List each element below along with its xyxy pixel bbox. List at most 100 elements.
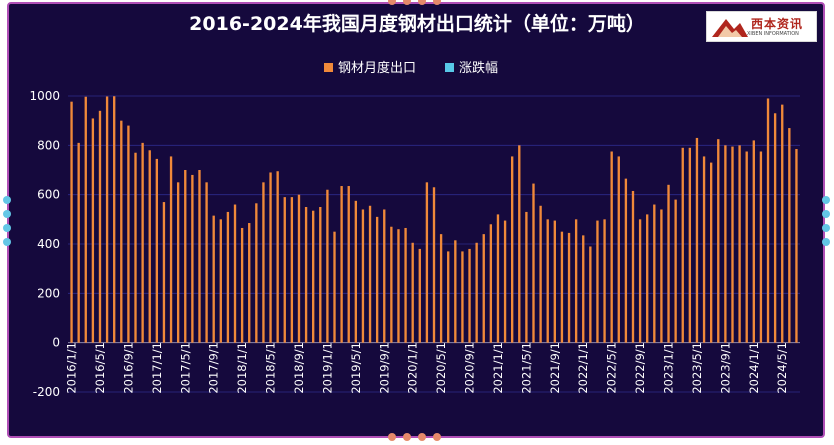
bar-2019-6 (361, 209, 365, 343)
bar-2019-7 (368, 205, 372, 343)
x-tick-label: 2021/1/1 (491, 342, 505, 394)
x-tick-label: 2023/9/1 (718, 342, 732, 394)
bar-2017-6 (191, 174, 194, 343)
y-tick-label: 600 (37, 188, 60, 202)
decor-dot (822, 238, 830, 246)
bar-2024-4 (773, 113, 777, 343)
y-tick-label: -200 (33, 385, 60, 399)
bar-2018-6 (276, 171, 279, 343)
x-tick-label: 2017/1/1 (150, 342, 164, 394)
bar-2022-2 (589, 246, 592, 343)
legend-swatch-change (445, 63, 454, 72)
x-tick-label: 2016/5/1 (93, 342, 107, 394)
bar-2021-12 (574, 219, 578, 343)
bar-2020-1 (411, 242, 414, 343)
decor-dot (3, 210, 11, 218)
chart-legend: 钢材月度出口 涨跌幅 (324, 60, 498, 76)
bar-2019-1 (326, 189, 329, 343)
x-tick-label: 2024/1/1 (747, 342, 761, 394)
bar-2022-10 (646, 214, 649, 343)
x-tick-label: 2019/5/1 (349, 342, 363, 394)
bar-2024-5 (781, 104, 784, 343)
decor-dot (388, 0, 396, 5)
x-tick-label: 2021/5/1 (519, 342, 533, 394)
bar-2024-3 (766, 98, 770, 343)
bar-2018-2 (248, 223, 251, 343)
chart-bars (70, 96, 798, 343)
bar-2019-12 (404, 227, 407, 343)
bar-2021-5 (525, 211, 528, 343)
decor-dot (433, 0, 441, 5)
bar-2021-8 (546, 219, 549, 343)
bar-2019-4 (347, 186, 350, 343)
bar-2017-12 (233, 204, 237, 343)
bar-2021-2 (503, 220, 507, 343)
x-tick-label: 2023/5/1 (690, 342, 704, 394)
bar-2019-2 (333, 231, 336, 343)
bar-2020-6 (447, 251, 450, 343)
decor-dot (822, 196, 830, 204)
bar-2022-7 (624, 178, 628, 343)
bar-2024-7 (795, 149, 798, 343)
y-axis: -200 0 200 400 600 800 1000 (29, 89, 60, 399)
bar-2016-8 (120, 120, 123, 343)
bar-2021-9 (553, 220, 556, 343)
bar-2018-12 (319, 207, 322, 343)
bar-2021-3 (511, 156, 514, 343)
bar-2020-12 (489, 224, 493, 343)
x-tick-label: 2016/9/1 (121, 342, 135, 394)
decor-dot (822, 210, 830, 218)
bar-2023-12 (745, 151, 748, 343)
bar-2021-7 (539, 205, 542, 343)
bar-2017-4 (176, 182, 180, 343)
bar-2016-10 (134, 152, 137, 343)
bar-2018-5 (269, 172, 272, 343)
brand-logo: 西本资讯 XIBEN INFORMATION (706, 11, 817, 42)
bar-2023-1 (667, 184, 670, 343)
bar-2022-1 (582, 235, 585, 343)
bar-2023-11 (738, 145, 741, 343)
bar-2018-4 (262, 182, 265, 343)
logo-subtitle: XIBEN INFORMATION (747, 31, 799, 37)
bar-2018-3 (255, 203, 258, 343)
bar-2019-10 (390, 226, 393, 343)
x-tick-label: 2023/1/1 (662, 342, 676, 394)
bar-2024-1 (752, 140, 755, 343)
x-tick-label: 2020/9/1 (463, 342, 477, 394)
legend-label-change: 涨跌幅 (459, 60, 498, 76)
x-tick-label: 2021/9/1 (548, 342, 562, 394)
decor-dot (403, 433, 411, 441)
y-tick-label: 1000 (29, 89, 60, 103)
bar-2023-8 (717, 139, 720, 343)
logo-wordmark: 西本资讯 (751, 17, 804, 31)
bar-2022-4 (603, 219, 606, 343)
bar-2020-3 (425, 182, 429, 343)
decor-dot (418, 433, 426, 441)
decor-dot (3, 196, 11, 204)
decor-dot (403, 0, 411, 5)
y-tick-label: 0 (52, 336, 60, 350)
bar-2023-9 (724, 145, 727, 343)
bar-2016-3 (84, 96, 87, 343)
x-tick-label: 2022/5/1 (605, 342, 619, 394)
bar-2017-8 (205, 182, 208, 343)
bar-2020-4 (432, 187, 436, 343)
bar-2020-8 (461, 251, 464, 343)
bar-2022-8 (631, 190, 635, 343)
bar-2023-5 (695, 137, 699, 343)
x-tick-label: 2017/5/1 (178, 342, 192, 394)
bar-2018-7 (283, 197, 286, 343)
x-tick-label: 2018/5/1 (264, 342, 278, 394)
decor-dot (822, 224, 830, 232)
bar-2016-4 (91, 118, 95, 343)
bar-2016-9 (127, 125, 130, 343)
bar-2023-3 (681, 147, 684, 343)
bar-2022-11 (653, 204, 656, 343)
bar-2022-5 (610, 151, 613, 343)
decor-dot (3, 224, 11, 232)
bar-2017-10 (219, 219, 222, 343)
x-tick-label: 2018/1/1 (235, 342, 249, 394)
bar-2023-10 (731, 146, 734, 343)
bar-2019-11 (397, 229, 400, 343)
